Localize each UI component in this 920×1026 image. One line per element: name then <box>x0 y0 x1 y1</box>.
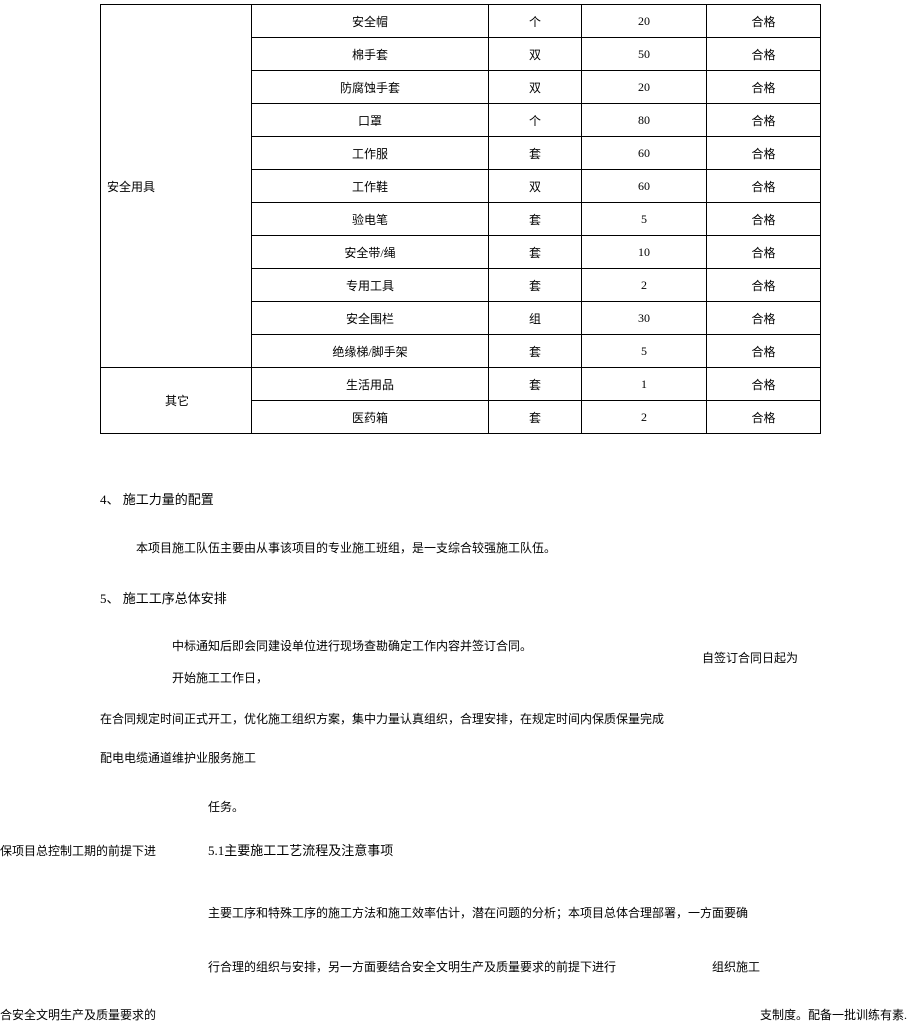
overflow-fragment: 保项目总控制工期的前提下进 <box>0 842 156 859</box>
overflow-fragment: 支制度。配备一批训练有素. <box>760 1006 907 1023</box>
unit-cell: 套 <box>489 236 582 269</box>
text-fragment: 开始施工工作日， <box>172 669 268 686</box>
qty-cell: 2 <box>582 401 707 434</box>
para-block: 在合同规定时间正式开工，优化施工组织方案，集中力量认真组织，合理安排，在规定时间… <box>0 709 920 770</box>
text-fragment: 组织施工 <box>712 958 760 975</box>
status-cell: 合格 <box>707 203 821 236</box>
qty-cell: 20 <box>582 71 707 104</box>
section-4-para: 本项目施工队伍主要由从事该项目的专业施工班组，是一支综合较强施工队伍。 <box>100 538 820 560</box>
status-cell: 合格 <box>707 71 821 104</box>
status-cell: 合格 <box>707 104 821 137</box>
text-fragment: 中标通知后即会同建设单位进行现场查勘确定工作内容并签订合同。 <box>172 637 532 654</box>
section-4: 4、 施工力量的配置 本项目施工队伍主要由从事该项目的专业施工班组，是一支综合较… <box>0 489 920 560</box>
status-cell: 合格 <box>707 368 821 401</box>
name-cell: 工作服 <box>252 137 489 170</box>
document-page: 安全用具 安全帽 个 20 合格 棉手套 双 50 合格 防腐蚀手套 双 20 … <box>0 0 920 1026</box>
category-cell: 其它 <box>101 368 252 434</box>
para-line: 保项目总控制工期的前提下进 5.1主要施工工艺流程及注意事项 <box>0 842 920 876</box>
qty-cell: 60 <box>582 170 707 203</box>
para-line: 主要工序和特殊工序的施工方法和施工效率估计，潜在问题的分析；本项目总体合理部署，… <box>0 904 920 934</box>
qty-cell: 5 <box>582 203 707 236</box>
name-cell: 安全带/绳 <box>252 236 489 269</box>
section-number: 5、 <box>100 588 120 607</box>
unit-cell: 套 <box>489 401 582 434</box>
section-4-heading: 4、 施工力量的配置 <box>100 489 820 508</box>
overflow-fragment: 合安全文明生产及质量要求的 <box>0 1006 156 1023</box>
name-cell: 棉手套 <box>252 38 489 71</box>
status-cell: 合格 <box>707 236 821 269</box>
unit-cell: 个 <box>489 5 582 38</box>
section-number: 4、 <box>100 489 120 508</box>
name-cell: 验电笔 <box>252 203 489 236</box>
qty-cell: 60 <box>582 137 707 170</box>
unit-cell: 套 <box>489 203 582 236</box>
unit-cell: 套 <box>489 137 582 170</box>
unit-cell: 套 <box>489 368 582 401</box>
name-cell: 生活用品 <box>252 368 489 401</box>
status-cell: 合格 <box>707 269 821 302</box>
para-line: 中标通知后即会同建设单位进行现场查勘确定工作内容并签订合同。 自签订合同日起为 <box>0 637 920 659</box>
text-line: 在合同规定时间正式开工，优化施工组织方案，集中力量认真组织，合理安排，在规定时间… <box>100 709 820 731</box>
equipment-table: 安全用具 安全帽 个 20 合格 棉手套 双 50 合格 防腐蚀手套 双 20 … <box>100 4 821 434</box>
unit-cell: 个 <box>489 104 582 137</box>
para-line: 开始施工工作日， <box>0 669 920 703</box>
status-cell: 合格 <box>707 5 821 38</box>
unit-cell: 套 <box>489 335 582 368</box>
text-fragment: 任务。 <box>208 798 244 815</box>
qty-cell: 80 <box>582 104 707 137</box>
text-fragment: 自签订合同日起为 <box>702 649 798 666</box>
table-row: 其它 生活用品 套 1 合格 <box>101 368 821 401</box>
name-cell: 工作鞋 <box>252 170 489 203</box>
status-cell: 合格 <box>707 335 821 368</box>
section-title: 施工力量的配置 <box>123 492 214 507</box>
status-cell: 合格 <box>707 302 821 335</box>
sub-heading-51: 5.1主要施工工艺流程及注意事项 <box>208 840 393 859</box>
text-fragment: 主要工序和特殊工序的施工方法和施工效率估计，潜在问题的分析；本项目总体合理部署，… <box>208 904 748 921</box>
name-cell: 防腐蚀手套 <box>252 71 489 104</box>
qty-cell: 1 <box>582 368 707 401</box>
qty-cell: 50 <box>582 38 707 71</box>
name-cell: 绝缘梯/脚手架 <box>252 335 489 368</box>
unit-cell: 组 <box>489 302 582 335</box>
category-cell: 安全用具 <box>101 5 252 368</box>
name-cell: 安全帽 <box>252 5 489 38</box>
qty-cell: 20 <box>582 5 707 38</box>
unit-cell: 双 <box>489 71 582 104</box>
status-cell: 合格 <box>707 401 821 434</box>
section-title: 施工工序总体安排 <box>123 591 227 606</box>
qty-cell: 10 <box>582 236 707 269</box>
name-cell: 专用工具 <box>252 269 489 302</box>
section-5-heading: 5、 施工工序总体安排 <box>100 588 820 607</box>
para-line: 合安全文明生产及质量要求的 支制度。配备一批训练有素. <box>0 1006 920 1026</box>
status-cell: 合格 <box>707 38 821 71</box>
unit-cell: 双 <box>489 38 582 71</box>
status-cell: 合格 <box>707 137 821 170</box>
status-cell: 合格 <box>707 170 821 203</box>
para-line: 任务。 <box>0 798 920 828</box>
name-cell: 医药箱 <box>252 401 489 434</box>
qty-cell: 30 <box>582 302 707 335</box>
section-5: 5、 施工工序总体安排 <box>0 588 920 607</box>
unit-cell: 套 <box>489 269 582 302</box>
name-cell: 安全围栏 <box>252 302 489 335</box>
table-row: 安全用具 安全帽 个 20 合格 <box>101 5 821 38</box>
qty-cell: 5 <box>582 335 707 368</box>
para-line: 行合理的组织与安排，另一方面要结合安全文明生产及质量要求的前提下进行 组织施工 <box>0 958 920 988</box>
equipment-table-wrap: 安全用具 安全帽 个 20 合格 棉手套 双 50 合格 防腐蚀手套 双 20 … <box>0 0 920 434</box>
text-line: 配电电缆通道维护业服务施工 <box>100 748 820 770</box>
qty-cell: 2 <box>582 269 707 302</box>
unit-cell: 双 <box>489 170 582 203</box>
text-fragment: 行合理的组织与安排，另一方面要结合安全文明生产及质量要求的前提下进行 <box>208 958 616 975</box>
name-cell: 口罩 <box>252 104 489 137</box>
